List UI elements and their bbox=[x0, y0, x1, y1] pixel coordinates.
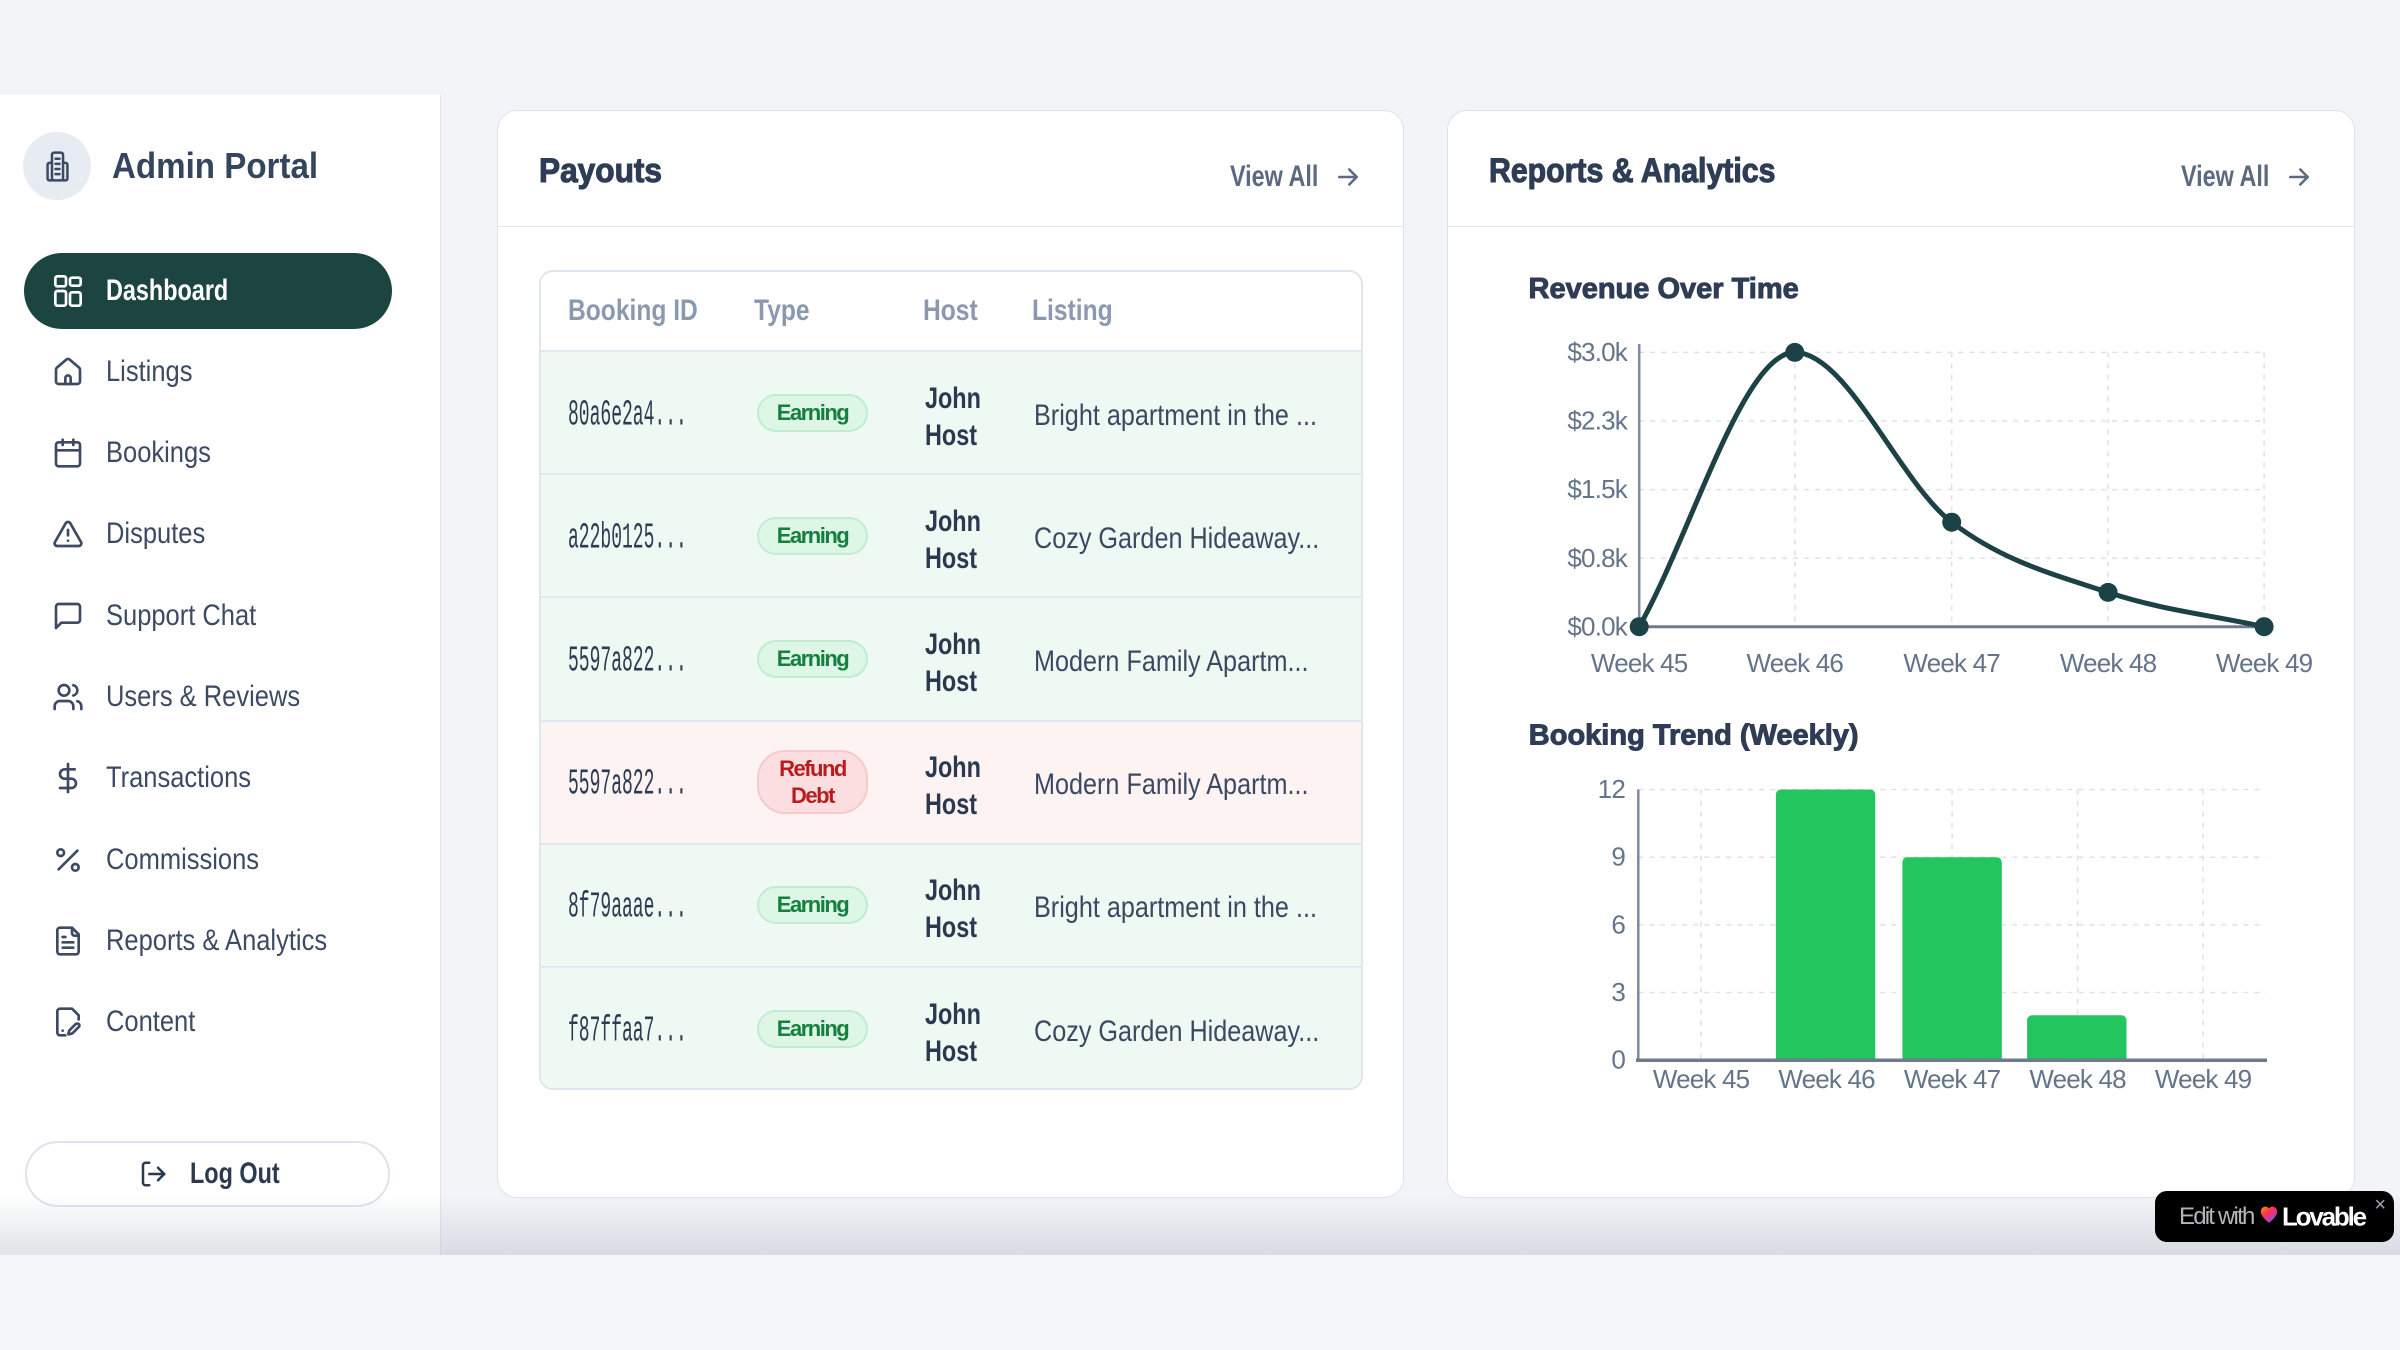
svg-text:Week 48: Week 48 bbox=[2029, 1064, 2126, 1094]
svg-text:Week 46: Week 46 bbox=[1778, 1064, 1875, 1094]
svg-text:Week 45: Week 45 bbox=[1653, 1064, 1750, 1094]
svg-text:$2.3k: $2.3k bbox=[1567, 406, 1628, 436]
svg-text:0: 0 bbox=[1611, 1045, 1625, 1075]
svg-text:3: 3 bbox=[1611, 977, 1625, 1007]
svg-text:Week 47: Week 47 bbox=[1904, 1064, 2001, 1094]
svg-text:$0.0k: $0.0k bbox=[1567, 611, 1628, 641]
svg-text:Week 45: Week 45 bbox=[1591, 648, 1688, 678]
svg-text:$3.0k: $3.0k bbox=[1567, 337, 1628, 367]
svg-text:Week 49: Week 49 bbox=[2155, 1064, 2252, 1094]
svg-text:Booking Trend (Weekly): Booking Trend (Weekly) bbox=[1529, 719, 1859, 751]
svg-text:9: 9 bbox=[1611, 842, 1625, 872]
svg-text:6: 6 bbox=[1611, 909, 1625, 939]
svg-text:$0.8k: $0.8k bbox=[1567, 543, 1628, 573]
svg-text:$1.5k: $1.5k bbox=[1567, 474, 1628, 504]
svg-text:12: 12 bbox=[1598, 774, 1626, 804]
svg-text:Week 49: Week 49 bbox=[2216, 648, 2313, 678]
svg-text:Week 46: Week 46 bbox=[1747, 648, 1844, 678]
svg-text:Revenue Over Time: Revenue Over Time bbox=[1529, 273, 1799, 305]
svg-text:Week 48: Week 48 bbox=[2060, 648, 2157, 678]
svg-text:Week 47: Week 47 bbox=[1903, 648, 2000, 678]
